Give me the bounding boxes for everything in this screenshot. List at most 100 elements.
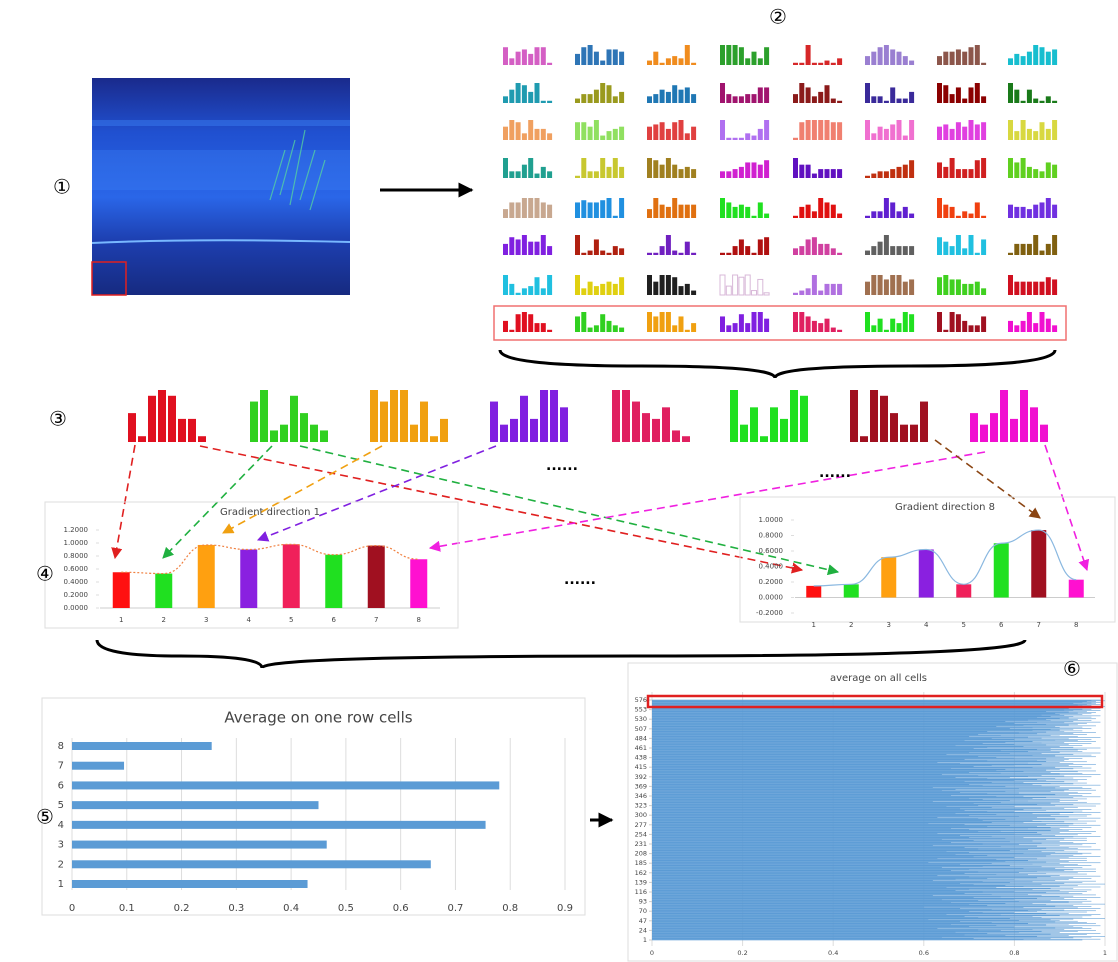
mini-bar: [831, 248, 836, 255]
mini-bar: [981, 216, 986, 218]
mini-bar: [1027, 282, 1032, 295]
x-tick-label: 0.2: [174, 903, 190, 914]
mini-bar: [1033, 205, 1038, 218]
mini-bar: [535, 174, 540, 178]
mini-bar: [745, 94, 750, 103]
mini-bar: [600, 158, 605, 178]
mini-bar: [679, 90, 684, 103]
mini-bar: [745, 246, 750, 255]
mini-bar: [660, 122, 665, 140]
y-tick-label: 0.4000: [759, 563, 784, 571]
mini-bar: [758, 202, 763, 218]
mini-bar: [764, 237, 769, 255]
mini-bar: [837, 169, 842, 178]
mini-bar: [745, 58, 750, 65]
mini-bar: [666, 312, 671, 332]
mini-bar: [600, 61, 605, 65]
mini-bar: [806, 45, 811, 65]
mini-bar: [733, 207, 738, 218]
bar: [994, 543, 1009, 597]
mini-bar: [581, 94, 586, 103]
mini-bar: [691, 291, 696, 295]
mini-bar: [660, 275, 665, 295]
hist-bar: [250, 402, 258, 442]
y-tick-label: 484: [635, 734, 647, 742]
bar: [72, 841, 327, 849]
mini-bar: [937, 312, 942, 332]
mini-bar: [865, 176, 870, 178]
mini-bar: [619, 167, 624, 178]
mini-bar: [1008, 205, 1013, 218]
mini-bar: [745, 207, 750, 218]
y-tick-label: 1.0000: [64, 539, 89, 547]
mini-bar: [509, 58, 514, 65]
mini-bar: [522, 288, 527, 295]
mini-bar: [516, 202, 521, 218]
x-tick-label: 7: [1037, 621, 1041, 629]
mini-bar: [1046, 277, 1051, 295]
mini-bar: [1021, 101, 1026, 103]
mini-bar: [720, 253, 725, 255]
mini-bar: [647, 312, 652, 332]
mini-bar: [950, 129, 955, 140]
mini-bar: [575, 316, 580, 332]
x-tick-label: 0.6: [393, 903, 409, 914]
mini-bar: [691, 205, 696, 218]
mini-bar: [666, 58, 671, 65]
mini-bar: [522, 235, 527, 255]
hist-bar: [1040, 425, 1048, 442]
mini-bar: [1027, 52, 1032, 65]
bar: [325, 555, 342, 608]
mini-bar: [752, 312, 757, 332]
mini-bar: [764, 214, 769, 218]
mini-bar: [903, 282, 908, 295]
mini-bar: [541, 167, 546, 178]
bar: [72, 880, 308, 888]
mini-bar: [516, 239, 521, 255]
mini-bar: [950, 279, 955, 295]
mini-bar: [594, 171, 599, 178]
mini-bar: [619, 198, 624, 218]
mini-bar: [837, 214, 842, 218]
x-tick-label: 0: [650, 949, 654, 957]
mini-bar: [739, 314, 744, 332]
x-tick-label: 3: [204, 616, 208, 624]
x-tick-label: 0.8: [502, 903, 518, 914]
mini-bar: [607, 321, 612, 332]
mini-bar: [575, 54, 580, 65]
mini-bar: [516, 122, 521, 140]
mini-bar: [831, 205, 836, 218]
mini-bar: [509, 90, 514, 103]
hist-bar: [138, 436, 146, 442]
mini-bar: [660, 165, 665, 178]
mini-bar: [806, 288, 811, 295]
bar: [1031, 530, 1046, 597]
bar: [652, 700, 1100, 701]
mini-bar: [956, 216, 961, 218]
y-tick-label: 0.2000: [64, 591, 89, 599]
mini-bar: [758, 87, 763, 103]
mini-bar: [653, 316, 658, 332]
hist-bar: [420, 402, 428, 442]
mini-bar: [726, 286, 731, 295]
hist-bar: [560, 407, 568, 442]
mini-bar: [903, 207, 908, 218]
hist-bar: [550, 390, 558, 442]
bar: [198, 545, 215, 608]
mini-bar: [588, 45, 593, 65]
mini-bar: [1040, 101, 1045, 103]
mini-bar: [613, 284, 618, 295]
mini-bar: [733, 96, 738, 103]
bar: [1069, 580, 1084, 598]
hist-bar: [1000, 390, 1008, 442]
mini-bar: [1040, 122, 1045, 140]
x-tick-label: 0.1: [119, 903, 135, 914]
x-tick-label: 7: [374, 616, 378, 624]
mini-bar: [739, 96, 744, 103]
hist-bar: [740, 425, 748, 442]
mini-bar: [752, 136, 757, 140]
mini-bar: [956, 235, 961, 255]
y-tick-label: 415: [635, 763, 647, 771]
hist-bar: [490, 402, 498, 442]
mini-bar: [600, 314, 605, 332]
